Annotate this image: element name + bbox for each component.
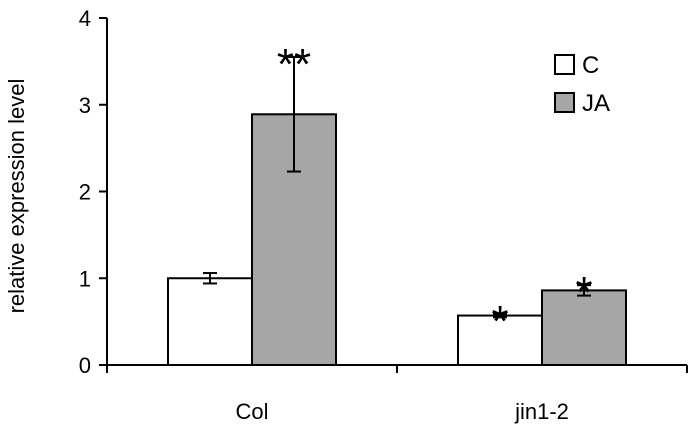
y-tick-label: 3: [79, 93, 91, 118]
x-tick-label: jin1-2: [514, 399, 569, 424]
legend-swatch: [554, 92, 575, 113]
significance-label: **: [277, 40, 311, 89]
bars: ****: [167, 40, 627, 367]
legend-label: C: [582, 52, 599, 79]
y-tick-label: 4: [79, 6, 91, 31]
significance-label: *: [575, 268, 592, 317]
legend-label: JA: [582, 90, 610, 117]
bar: [457, 314, 543, 366]
y-tick-label: 2: [79, 180, 91, 205]
y-tick-label: 1: [79, 266, 91, 291]
y-tick-label: 0: [79, 353, 91, 378]
legend-swatch: [554, 54, 575, 75]
legend: C JA: [554, 52, 610, 117]
significance-label: *: [491, 297, 508, 346]
bar: [167, 277, 253, 366]
x-tick-label: Col: [235, 399, 268, 424]
y-axis-label: relative expression level: [4, 79, 29, 314]
